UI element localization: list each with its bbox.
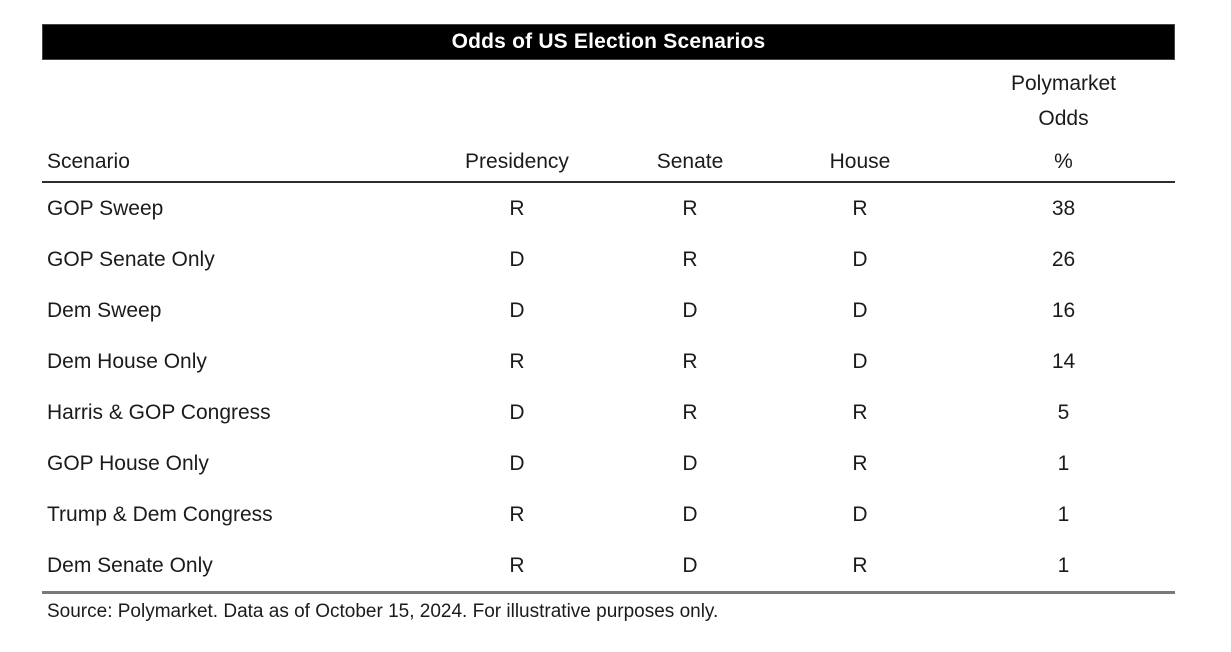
odds-column-group-header: Polymarket Odds — [42, 66, 1175, 136]
presidency-cell: R — [509, 349, 525, 373]
table-row: GOP Senate Only D R D 26 — [42, 234, 1175, 285]
scenario-cell: Dem House Only — [47, 349, 207, 373]
table-title-bar: Odds of US Election Scenarios — [42, 24, 1175, 60]
house-cell: D — [852, 502, 868, 526]
table-row: Dem House Only R R D 14 — [42, 336, 1175, 387]
odds-cell: 1 — [1057, 451, 1070, 475]
scenario-cell: Harris & GOP Congress — [47, 400, 271, 424]
senate-cell: R — [682, 247, 698, 271]
senate-cell: R — [682, 349, 698, 373]
presidency-cell: D — [509, 247, 525, 271]
odds-cell: 38 — [1051, 196, 1076, 220]
scenario-cell: Dem Senate Only — [47, 553, 213, 577]
senate-cell: R — [682, 400, 698, 424]
source-note: Source: Polymarket. Data as of October 1… — [47, 601, 719, 622]
senate-cell: D — [682, 451, 698, 475]
odds-cell: 1 — [1057, 502, 1070, 526]
column-header-presidency: Presidency — [465, 150, 569, 173]
column-header-house: House — [829, 150, 891, 173]
presidency-cell: D — [509, 400, 525, 424]
column-header-row: Scenario Presidency Senate House % — [42, 136, 1175, 183]
senate-cell: R — [682, 196, 698, 220]
table-row: Trump & Dem Congress R D D 1 — [42, 489, 1175, 540]
table-row: Harris & GOP Congress D R R 5 — [42, 387, 1175, 438]
presidency-cell: R — [509, 553, 525, 577]
odds-cell: 26 — [1051, 247, 1076, 271]
table-row: Dem Senate Only R D R 1 — [42, 540, 1175, 591]
presidency-cell: R — [509, 196, 525, 220]
scenario-cell: GOP Sweep — [47, 196, 164, 220]
table-row: Dem Sweep D D D 16 — [42, 285, 1175, 336]
presidency-cell: D — [509, 298, 525, 322]
senate-cell: D — [682, 298, 698, 322]
senate-cell: D — [682, 553, 698, 577]
table-row: GOP Sweep R R R 38 — [42, 183, 1175, 234]
house-cell: R — [852, 553, 868, 577]
senate-cell: D — [682, 502, 698, 526]
scenario-cell: Dem Sweep — [47, 298, 162, 322]
column-header-scenario: Scenario — [47, 150, 130, 173]
scenario-cell: GOP Senate Only — [47, 247, 215, 271]
house-cell: R — [852, 196, 868, 220]
odds-header-line2: Odds — [1038, 107, 1089, 130]
odds-cell: 5 — [1057, 400, 1070, 424]
house-cell: R — [852, 451, 868, 475]
scenario-cell: GOP House Only — [47, 451, 209, 475]
odds-cell: 16 — [1051, 298, 1076, 322]
odds-header: Polymarket Odds — [952, 66, 1175, 136]
house-cell: D — [852, 349, 868, 373]
odds-header-line1: Polymarket — [1010, 72, 1117, 95]
table-sheet: Odds of US Election Scenarios Polymarket… — [42, 24, 1175, 623]
column-header-senate: Senate — [656, 150, 724, 173]
table-title: Odds of US Election Scenarios — [451, 30, 766, 53]
house-cell: D — [852, 298, 868, 322]
presidency-cell: D — [509, 451, 525, 475]
presidency-cell: R — [509, 502, 525, 526]
column-header-odds-unit: % — [1054, 150, 1073, 173]
house-cell: R — [852, 400, 868, 424]
house-cell: D — [852, 247, 868, 271]
scenario-cell: Trump & Dem Congress — [47, 502, 273, 526]
table-body: GOP Sweep R R R 38 GOP Senate Only D R D… — [42, 183, 1175, 594]
table-row: GOP House Only D D R 1 — [42, 438, 1175, 489]
odds-cell: 1 — [1057, 553, 1070, 577]
odds-cell: 14 — [1051, 349, 1076, 373]
